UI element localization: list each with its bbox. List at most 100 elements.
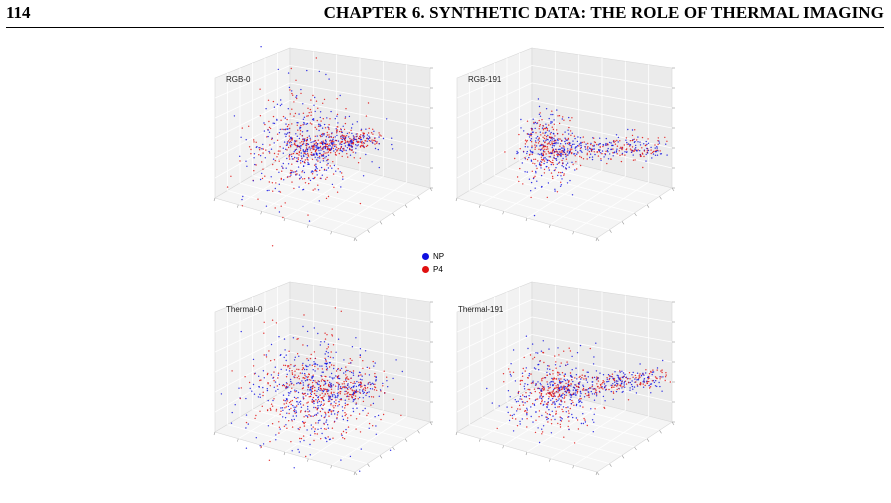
scatter-point (368, 140, 371, 142)
scatter-point (294, 370, 296, 372)
scatter-point (621, 147, 624, 149)
scatter-point (333, 164, 336, 167)
scatter-point (524, 402, 526, 404)
scatter-point (320, 380, 323, 382)
scatter-point (567, 384, 570, 387)
scatter-point (367, 382, 370, 384)
scatter-point (299, 126, 302, 129)
scatter-point (314, 433, 316, 435)
scatter-points-therm0 (220, 307, 403, 472)
scatter-point (320, 341, 322, 343)
scatter-point (296, 124, 298, 127)
scatter-point (576, 168, 578, 170)
scatter-point (506, 406, 508, 408)
scatter-point (306, 330, 309, 333)
scatter-point (611, 373, 614, 375)
scatter-point (325, 414, 327, 416)
scatter-point (333, 394, 335, 396)
scatter-point (570, 374, 572, 377)
scatter-point (606, 143, 609, 145)
scatter-point (558, 372, 560, 374)
scatter-point (327, 154, 330, 156)
scatter-point (340, 433, 343, 435)
scatter-point (246, 165, 248, 167)
scatter-point (354, 138, 357, 141)
scatter-point (314, 428, 316, 430)
scatter-point (591, 158, 594, 161)
scatter-point (623, 382, 625, 384)
scatter-point (266, 136, 268, 138)
scatter-point (529, 392, 531, 394)
scatter-point (571, 355, 573, 358)
scatter-point (604, 386, 606, 388)
scatter-point (543, 361, 545, 364)
scatter-point (557, 422, 559, 425)
scatter-point (532, 151, 534, 153)
scatter-point (297, 403, 299, 405)
scatter-point (568, 116, 570, 119)
scatter-point (282, 115, 285, 118)
scatter-point (568, 141, 570, 144)
scatter-point (265, 205, 268, 207)
scatter-point (320, 415, 323, 417)
scatter-point (545, 158, 547, 160)
scatter-point (293, 384, 295, 386)
scatter-point (523, 130, 525, 132)
scatter-point (557, 139, 559, 142)
scatter-point (324, 139, 327, 142)
scatter-point (542, 152, 544, 155)
scatter-point (542, 150, 545, 152)
scatter-point (303, 368, 306, 371)
scatter-point (554, 188, 556, 190)
scatter-point (331, 394, 333, 396)
scatter-point (370, 383, 372, 385)
scatter-point (590, 408, 592, 410)
scatter-point (316, 390, 318, 392)
scatter-point (314, 164, 316, 166)
scatter-point (312, 384, 314, 387)
scatter-point (664, 379, 666, 382)
scatter-point (571, 393, 573, 396)
scatter-point (305, 376, 307, 378)
scatter-point (317, 160, 319, 162)
scatter-point (284, 400, 286, 402)
scatter-point (307, 401, 309, 403)
scatter-point (296, 122, 298, 124)
scatter-point (285, 144, 288, 146)
scatter-point (378, 143, 380, 145)
scatter-point (273, 106, 276, 108)
scatter-point (295, 415, 298, 417)
scatter-point (586, 147, 589, 149)
scatter-point (652, 150, 655, 153)
scatter-point (324, 383, 326, 385)
scatter-point (317, 405, 319, 407)
scatter-point (638, 377, 640, 380)
scatter-point (335, 139, 338, 142)
scatter-point (348, 378, 350, 380)
scatter-point (629, 145, 631, 147)
scatter-point (557, 384, 559, 386)
scatter-point (333, 407, 335, 409)
scatter-point (380, 418, 382, 421)
scatter-point (273, 152, 276, 155)
scatter-point (575, 403, 578, 406)
scatter-point (299, 147, 302, 149)
scatter-point (318, 70, 320, 73)
scatter-point (329, 438, 331, 440)
scatter-point (569, 144, 571, 147)
scatter-point (569, 179, 571, 182)
scatter-point (575, 161, 577, 163)
scatter-point (292, 94, 294, 96)
scatter-point (310, 171, 313, 173)
scatter-point (285, 359, 287, 362)
page-header: 114 CHAPTER 6. SYNTHETIC DATA: THE ROLE … (6, 3, 884, 27)
scatter-point (645, 369, 647, 371)
scatter-point (288, 370, 291, 372)
scatter-point (542, 140, 545, 142)
scatter-point (616, 145, 619, 147)
scatter-point (313, 104, 315, 107)
scatter-point (541, 143, 543, 146)
scatter-point (291, 92, 293, 95)
scatter-point (285, 424, 287, 426)
scatter-point (540, 350, 543, 352)
